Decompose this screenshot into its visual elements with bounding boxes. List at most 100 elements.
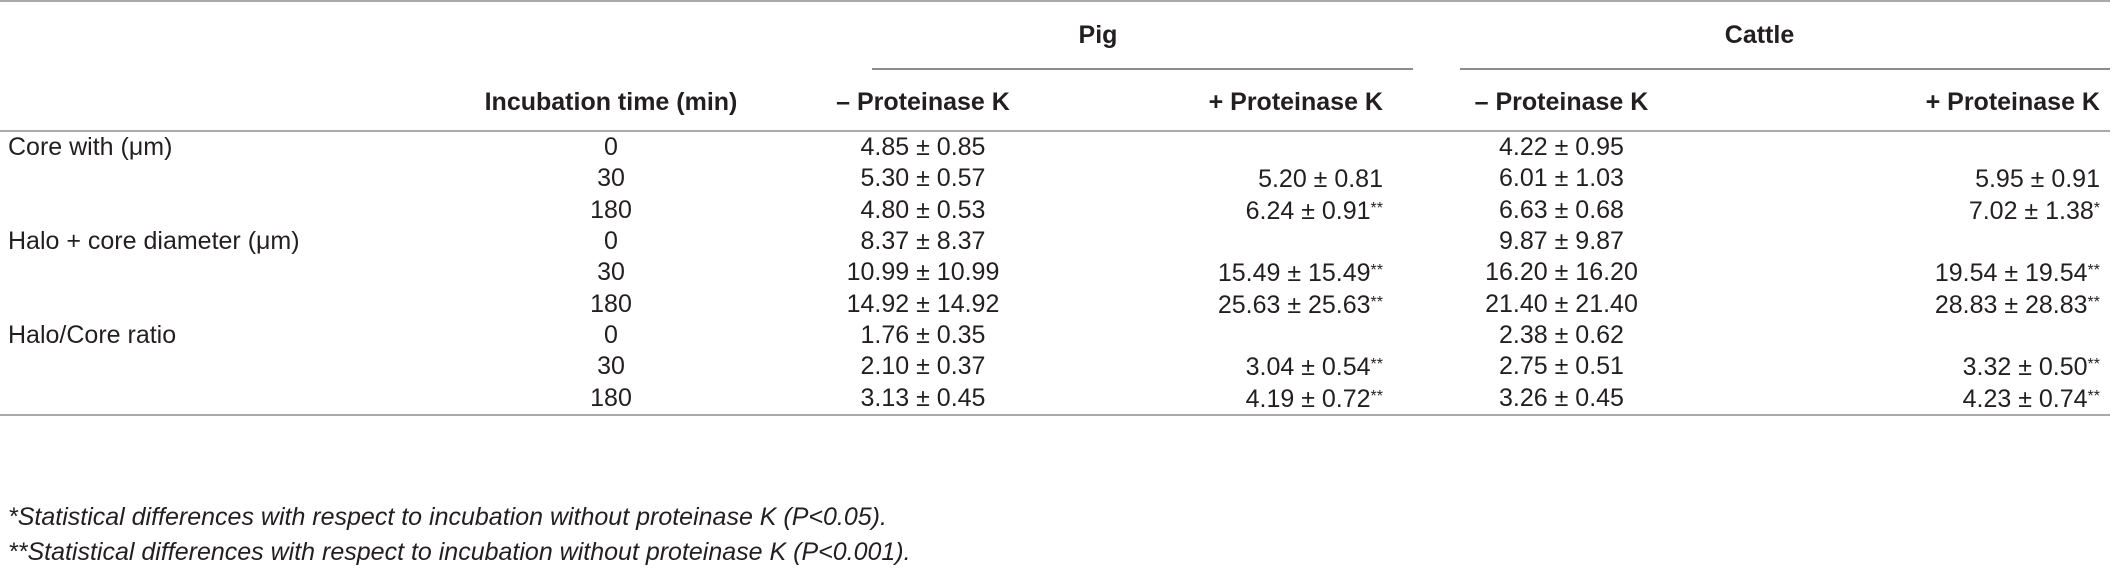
table-row: Halo + core diameter (μm) 0 8.37 ± 8.37 … — [0, 226, 2110, 256]
group-header-row: Pig Cattle — [0, 2, 2110, 64]
pig-plus-cell: 3.04 ± 0.54** — [1059, 350, 1409, 382]
cattle-plus-cell: 5.95 ± 0.91 — [1714, 162, 2110, 194]
incubation-time-cell: 0 — [604, 227, 618, 255]
cattle-plus-cell: 19.54 ± 19.54** — [1714, 256, 2110, 288]
pig-minus-cell: 2.10 ± 0.37 — [860, 352, 986, 380]
group-underline-row — [0, 64, 2110, 74]
pig-plus-cell — [1059, 226, 1409, 256]
cattle-minus-cell: 6.63 ± 0.68 — [1499, 196, 1624, 224]
pig-plus-value: 15.49 ± 15.49 — [1217, 259, 1371, 287]
cattle-plus-value: 3.32 ± 0.50 — [1962, 353, 2088, 381]
significance-marker: ** — [2087, 356, 2100, 373]
incubation-time-cell: 30 — [597, 352, 625, 380]
column-header-cattle-plus-proteinase: + Proteinase K — [1925, 87, 2100, 116]
row-label: Halo/Core ratio — [8, 321, 177, 349]
cattle-plus-value: 5.95 ± 0.91 — [1975, 165, 2100, 193]
table-row: 180 14.92 ± 14.92 25.63 ± 25.63** 21.40 … — [0, 288, 2110, 320]
row-label — [0, 194, 415, 226]
table-row: Halo/Core ratio 0 1.76 ± 0.35 2.38 ± 0.6… — [0, 320, 2110, 350]
pig-plus-value: 25.63 ± 25.63 — [1217, 291, 1371, 319]
incubation-time-cell: 180 — [590, 290, 632, 318]
pig-minus-cell: 10.99 ± 10.99 — [846, 258, 1000, 286]
row-label — [0, 350, 415, 382]
row-label: Core with (μm) — [8, 133, 173, 161]
column-header-cattle-minus-proteinase: – Proteinase K — [1474, 87, 1649, 116]
row-label — [0, 288, 415, 320]
pig-plus-cell: 6.24 ± 0.91** — [1059, 194, 1409, 226]
cattle-group-underline — [1460, 68, 2110, 70]
cattle-minus-cell: 2.38 ± 0.62 — [1499, 321, 1624, 349]
table-row: 30 2.10 ± 0.37 3.04 ± 0.54** 2.75 ± 0.51… — [0, 350, 2110, 382]
results-table-container: Pig Cattle Incubation time (min) – — [0, 0, 2110, 417]
footnote-double-star: **Statistical differences with respect t… — [8, 538, 911, 566]
significance-marker: ** — [1370, 294, 1383, 311]
cattle-minus-cell: 16.20 ± 16.20 — [1485, 258, 1638, 286]
incubation-time-cell: 30 — [597, 164, 625, 192]
pig-minus-cell: 3.13 ± 0.45 — [860, 384, 986, 412]
pig-minus-cell: 14.92 ± 14.92 — [846, 290, 1000, 318]
column-header-incubation-time: Incubation time (min) — [484, 87, 738, 116]
significance-marker: ** — [1370, 262, 1383, 279]
table-row: 30 5.30 ± 0.57 5.20 ± 0.81 6.01 ± 1.03 5… — [0, 162, 2110, 194]
pig-plus-cell: 5.20 ± 0.81 — [1059, 162, 1409, 194]
significance-marker: ** — [2087, 262, 2100, 279]
cattle-minus-cell: 4.22 ± 0.95 — [1499, 133, 1624, 161]
column-header-row: Incubation time (min) – Proteinase K + P… — [0, 74, 2110, 130]
bottom-rule — [0, 414, 2110, 417]
incubation-time-cell: 180 — [590, 196, 632, 224]
cattle-minus-cell: 3.26 ± 0.45 — [1499, 384, 1624, 412]
row-label — [0, 382, 415, 415]
group-label-cattle: Cattle — [1724, 20, 1795, 49]
cattle-plus-cell — [1714, 226, 2110, 256]
column-header-pig-minus-proteinase: – Proteinase K — [836, 87, 1010, 116]
footnotes: *Statistical differences with respect to… — [8, 500, 911, 570]
pig-minus-cell: 4.80 ± 0.53 — [860, 196, 986, 224]
significance-marker: ** — [1370, 200, 1383, 217]
pig-plus-cell — [1059, 131, 1409, 162]
significance-marker: * — [2093, 200, 2100, 217]
row-label — [0, 256, 415, 288]
column-header-pig-plus-proteinase: + Proteinase K — [1208, 87, 1383, 116]
pig-plus-cell: 15.49 ± 15.49** — [1059, 256, 1409, 288]
significance-marker: ** — [2087, 388, 2100, 405]
cattle-plus-cell: 7.02 ± 1.38* — [1714, 194, 2110, 226]
significance-marker: ** — [1370, 356, 1383, 373]
pig-minus-cell: 5.30 ± 0.57 — [860, 164, 986, 192]
table-body: Core with (μm) 0 4.85 ± 0.85 4.22 ± 0.95… — [0, 131, 2110, 417]
pig-minus-cell: 8.37 ± 8.37 — [860, 227, 986, 255]
footnote-single-star: *Statistical differences with respect to… — [8, 503, 887, 531]
cattle-plus-cell — [1714, 320, 2110, 350]
cattle-minus-cell: 2.75 ± 0.51 — [1499, 352, 1624, 380]
incubation-time-cell: 0 — [604, 133, 618, 161]
pig-plus-value: 3.04 ± 0.54 — [1245, 353, 1371, 381]
pig-plus-cell: 4.19 ± 0.72** — [1059, 382, 1409, 415]
cattle-minus-cell: 9.87 ± 9.87 — [1499, 227, 1624, 255]
significance-marker: ** — [1370, 388, 1383, 405]
cattle-plus-value: 4.23 ± 0.74 — [1962, 385, 2088, 413]
table-row: 180 3.13 ± 0.45 4.19 ± 0.72** 3.26 ± 0.4… — [0, 382, 2110, 415]
cattle-plus-value: 19.54 ± 19.54 — [1934, 259, 2088, 287]
table-row: 30 10.99 ± 10.99 15.49 ± 15.49** 16.20 ±… — [0, 256, 2110, 288]
results-table: Pig Cattle Incubation time (min) – — [0, 0, 2110, 417]
cattle-plus-cell: 4.23 ± 0.74** — [1714, 382, 2110, 415]
significance-marker: ** — [2087, 294, 2100, 311]
pig-plus-cell — [1059, 320, 1409, 350]
row-label — [0, 162, 415, 194]
group-header-pig: Pig — [787, 2, 1409, 64]
table-row: 180 4.80 ± 0.53 6.24 ± 0.91** 6.63 ± 0.6… — [0, 194, 2110, 226]
cattle-plus-value: 7.02 ± 1.38 — [1968, 197, 2094, 225]
pig-group-underline — [872, 68, 1413, 70]
cattle-minus-cell: 21.40 ± 21.40 — [1485, 290, 1638, 318]
pig-minus-cell: 1.76 ± 0.35 — [860, 321, 986, 349]
pig-plus-cell: 25.63 ± 25.63** — [1059, 288, 1409, 320]
pig-plus-value: 5.20 ± 0.81 — [1258, 165, 1383, 193]
incubation-time-cell: 0 — [604, 321, 618, 349]
table-row: Core with (μm) 0 4.85 ± 0.85 4.22 ± 0.95 — [0, 131, 2110, 162]
cattle-plus-cell: 28.83 ± 28.83** — [1714, 288, 2110, 320]
incubation-time-cell: 180 — [590, 384, 632, 412]
incubation-time-cell: 30 — [597, 258, 625, 286]
group-label-pig: Pig — [1078, 20, 1118, 49]
pig-plus-value: 4.19 ± 0.72 — [1245, 385, 1371, 413]
pig-plus-value: 6.24 ± 0.91 — [1245, 197, 1371, 225]
cattle-plus-value: 28.83 ± 28.83 — [1934, 291, 2088, 319]
